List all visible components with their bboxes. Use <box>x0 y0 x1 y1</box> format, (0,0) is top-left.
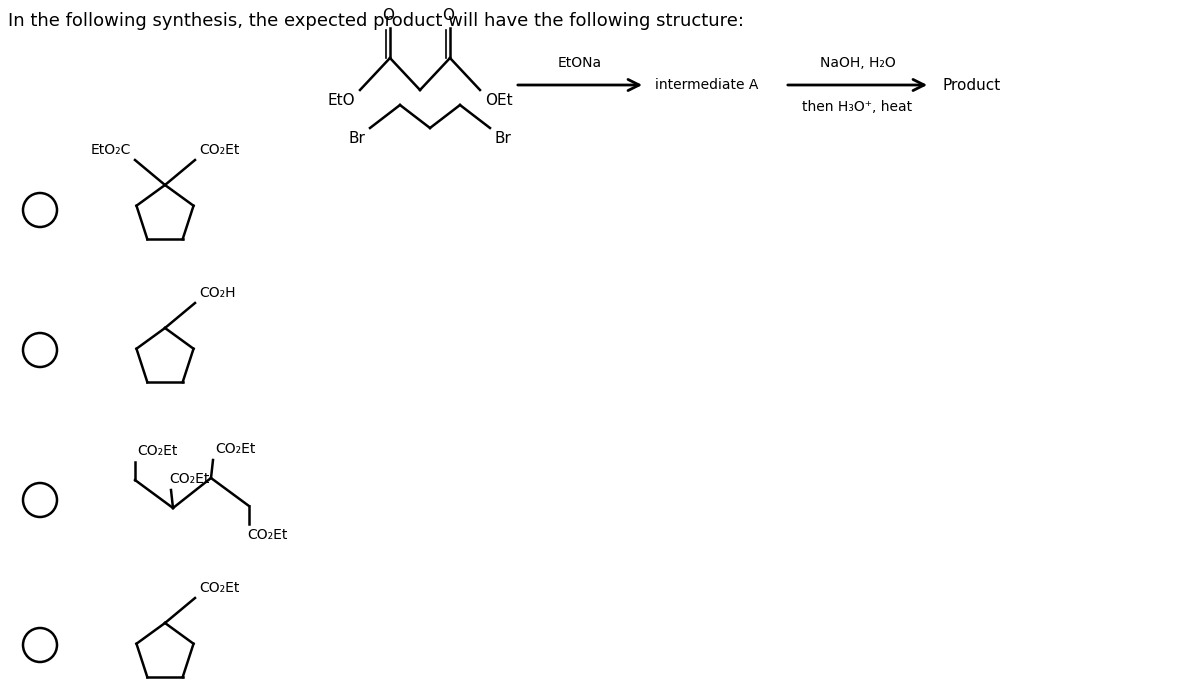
Text: intermediate A: intermediate A <box>655 78 758 92</box>
Text: O: O <box>442 8 454 22</box>
Text: O: O <box>382 8 394 22</box>
Text: CO₂Et: CO₂Et <box>169 472 209 486</box>
Text: In the following synthesis, the expected product will have the following structu: In the following synthesis, the expected… <box>8 12 744 30</box>
Text: then H₃O⁺, heat: then H₃O⁺, heat <box>803 100 912 114</box>
Text: EtONa: EtONa <box>558 56 602 70</box>
Text: OEt: OEt <box>485 93 512 108</box>
Text: EtO: EtO <box>328 93 355 108</box>
Text: Br: Br <box>348 131 365 146</box>
Text: CO₂Et: CO₂Et <box>215 442 256 456</box>
Text: CO₂Et: CO₂Et <box>247 528 287 542</box>
Text: CO₂Et: CO₂Et <box>199 581 239 595</box>
Text: EtO₂C: EtO₂C <box>91 143 131 157</box>
Text: Product: Product <box>942 78 1001 92</box>
Text: CO₂H: CO₂H <box>199 286 235 300</box>
Text: NaOH, H₂O: NaOH, H₂O <box>820 56 895 70</box>
Text: CO₂Et: CO₂Et <box>137 444 178 458</box>
Text: Br: Br <box>496 131 512 146</box>
Text: CO₂Et: CO₂Et <box>199 143 239 157</box>
